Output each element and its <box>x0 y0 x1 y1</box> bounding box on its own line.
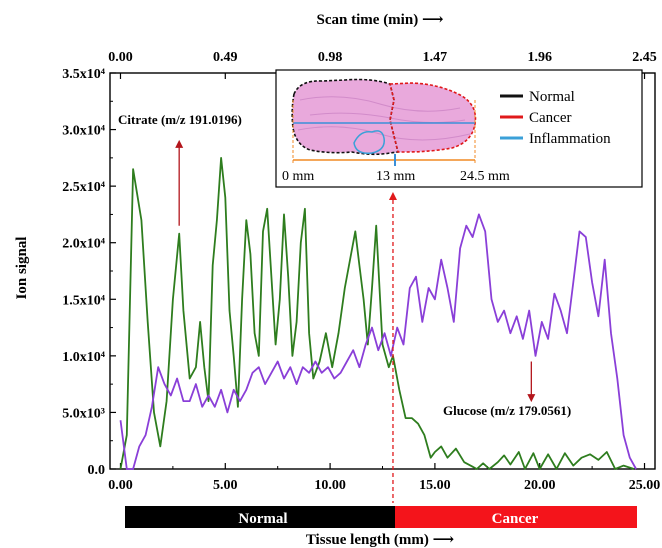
inflammation-outline <box>353 130 385 155</box>
legend-label-cancer: Cancer <box>529 110 571 126</box>
normal-region-bar <box>125 506 395 528</box>
scale-label-mid: 13 mm <box>376 169 415 184</box>
top-axis-ticks: 0.00 0.49 0.98 1.47 1.96 2.45 <box>108 50 657 79</box>
normal-outline <box>291 78 399 156</box>
x-tick-label-5: 25.00 <box>629 478 661 493</box>
x-tick-label-0: 0.00 <box>108 478 133 493</box>
x-tick-label-1: 5.00 <box>213 478 238 493</box>
top-tick-label-0: 0.00 <box>108 50 133 65</box>
citrate-arrow-head <box>175 139 184 148</box>
x-tick-label-4: 20.00 <box>524 478 556 493</box>
y-tick-label-3: 1.5x10⁴ <box>62 293 106 308</box>
series-layer <box>119 157 637 470</box>
x-axis-title: Tissue length (mm) ⟶ <box>306 532 454 548</box>
y-tick-label-5: 2.5x10⁴ <box>62 180 106 195</box>
normal-region-label: Normal <box>238 511 287 527</box>
legend-label-inflammation: Inflammation <box>529 131 611 147</box>
top-tick-label-2: 0.98 <box>318 50 343 65</box>
top-axis-title: Scan time (min) ⟶ <box>317 12 444 28</box>
citrate-label: Citrate (m/z 191.0196) <box>118 112 242 127</box>
legend: Normal Cancer Inflammation <box>500 89 611 147</box>
y-axis-title: Ion signal <box>14 237 30 300</box>
cancer-region-bar <box>395 506 637 528</box>
glucose-arrow-head <box>527 394 536 403</box>
series-line-1 <box>119 213 637 470</box>
top-tick-label-3: 1.47 <box>423 50 448 65</box>
cancer-region-label: Cancer <box>492 511 539 527</box>
glucose-label: Glucose (m/z 179.0561) <box>443 403 571 418</box>
scale-label-start: 0 mm <box>282 169 314 184</box>
y-axis-ticks: 0.0 5.0x10³ 1.0x10⁴ 1.5x10⁴ 2.0x10⁴ 2.5x10⁴ 3.… <box>62 67 116 478</box>
x-tick-label-2: 10.00 <box>314 478 346 493</box>
series-line-0 <box>119 157 635 470</box>
tissue-inset: 0 mm 13 mm 24.5 mm Normal Cancer Inflamm… <box>275 69 643 188</box>
top-tick-label-4: 1.96 <box>527 50 552 65</box>
y-tick-label-6: 3.0x10⁴ <box>62 124 106 139</box>
x-axis-ticks: 0.00 5.00 10.00 15.00 20.00 25.00 <box>108 463 660 493</box>
y-tick-label-7: 3.5x10⁴ <box>62 67 106 82</box>
scale-label-end: 24.5 mm <box>460 169 510 184</box>
y-tick-label-2: 1.0x10⁴ <box>62 350 106 365</box>
y-tick-label-0: 0.0 <box>88 463 106 478</box>
x-tick-label-3: 15.00 <box>419 478 451 493</box>
y-tick-label-1: 5.0x10³ <box>62 406 105 421</box>
top-tick-label-1: 0.49 <box>213 50 238 65</box>
y-tick-label-4: 2.0x10⁴ <box>62 237 106 252</box>
legend-label-normal: Normal <box>529 89 575 105</box>
top-tick-label-5: 2.45 <box>632 50 657 65</box>
boundary-arrow <box>388 192 397 200</box>
